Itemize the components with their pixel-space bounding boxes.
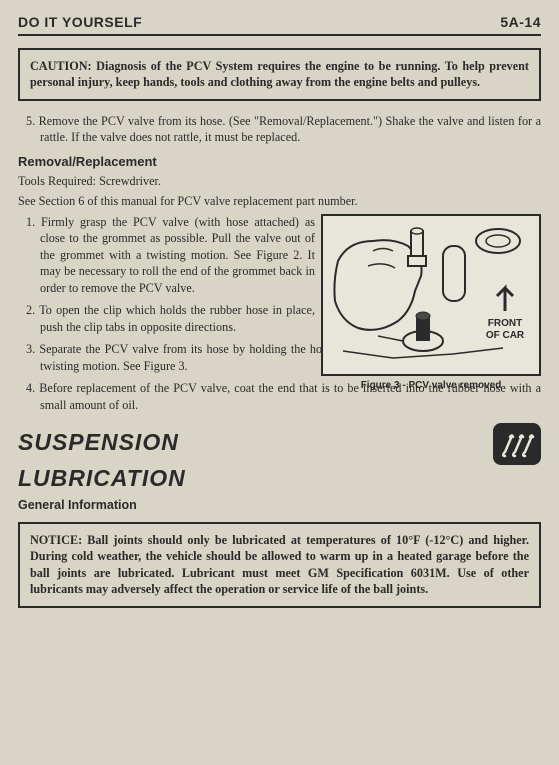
header-right: 5A-14 xyxy=(500,14,541,30)
suspension-title-2: LUBRICATION xyxy=(18,465,541,491)
page-header: DO IT YOURSELF 5A-14 xyxy=(18,14,541,36)
steps-container: FRONT OF CAR Figure 3 - PCV valve remove… xyxy=(18,214,541,413)
front-label-1: FRONT xyxy=(488,318,522,329)
suspension-title-row: SUSPENSION LUBRICATION xyxy=(18,419,541,492)
tools-required: Tools Required: Screwdriver. xyxy=(18,173,541,189)
removal-heading: Removal/Replacement xyxy=(18,154,541,169)
caution-box: CAUTION: Diagnosis of the PCV System req… xyxy=(18,48,541,101)
figure-3: FRONT OF CAR xyxy=(321,214,541,376)
figure-caption: Figure 3 - PCV valve removed xyxy=(321,380,541,391)
general-info-heading: General Information xyxy=(18,498,541,512)
step-1: 1. Firmly grasp the PCV valve (with hose… xyxy=(40,214,315,296)
section-note: See Section 6 of this manual for PCV val… xyxy=(18,193,541,209)
step-2: 2. To open the clip which holds the rubb… xyxy=(40,302,315,335)
wrench-icon xyxy=(493,423,541,465)
step-5: 5. Remove the PCV valve from its hose. (… xyxy=(40,113,541,146)
header-left: DO IT YOURSELF xyxy=(18,14,142,30)
front-label-2: OF CAR xyxy=(486,330,525,341)
suspension-title-1: SUSPENSION xyxy=(18,429,541,455)
notice-box: NOTICE: Ball joints should only be lubri… xyxy=(18,522,541,608)
